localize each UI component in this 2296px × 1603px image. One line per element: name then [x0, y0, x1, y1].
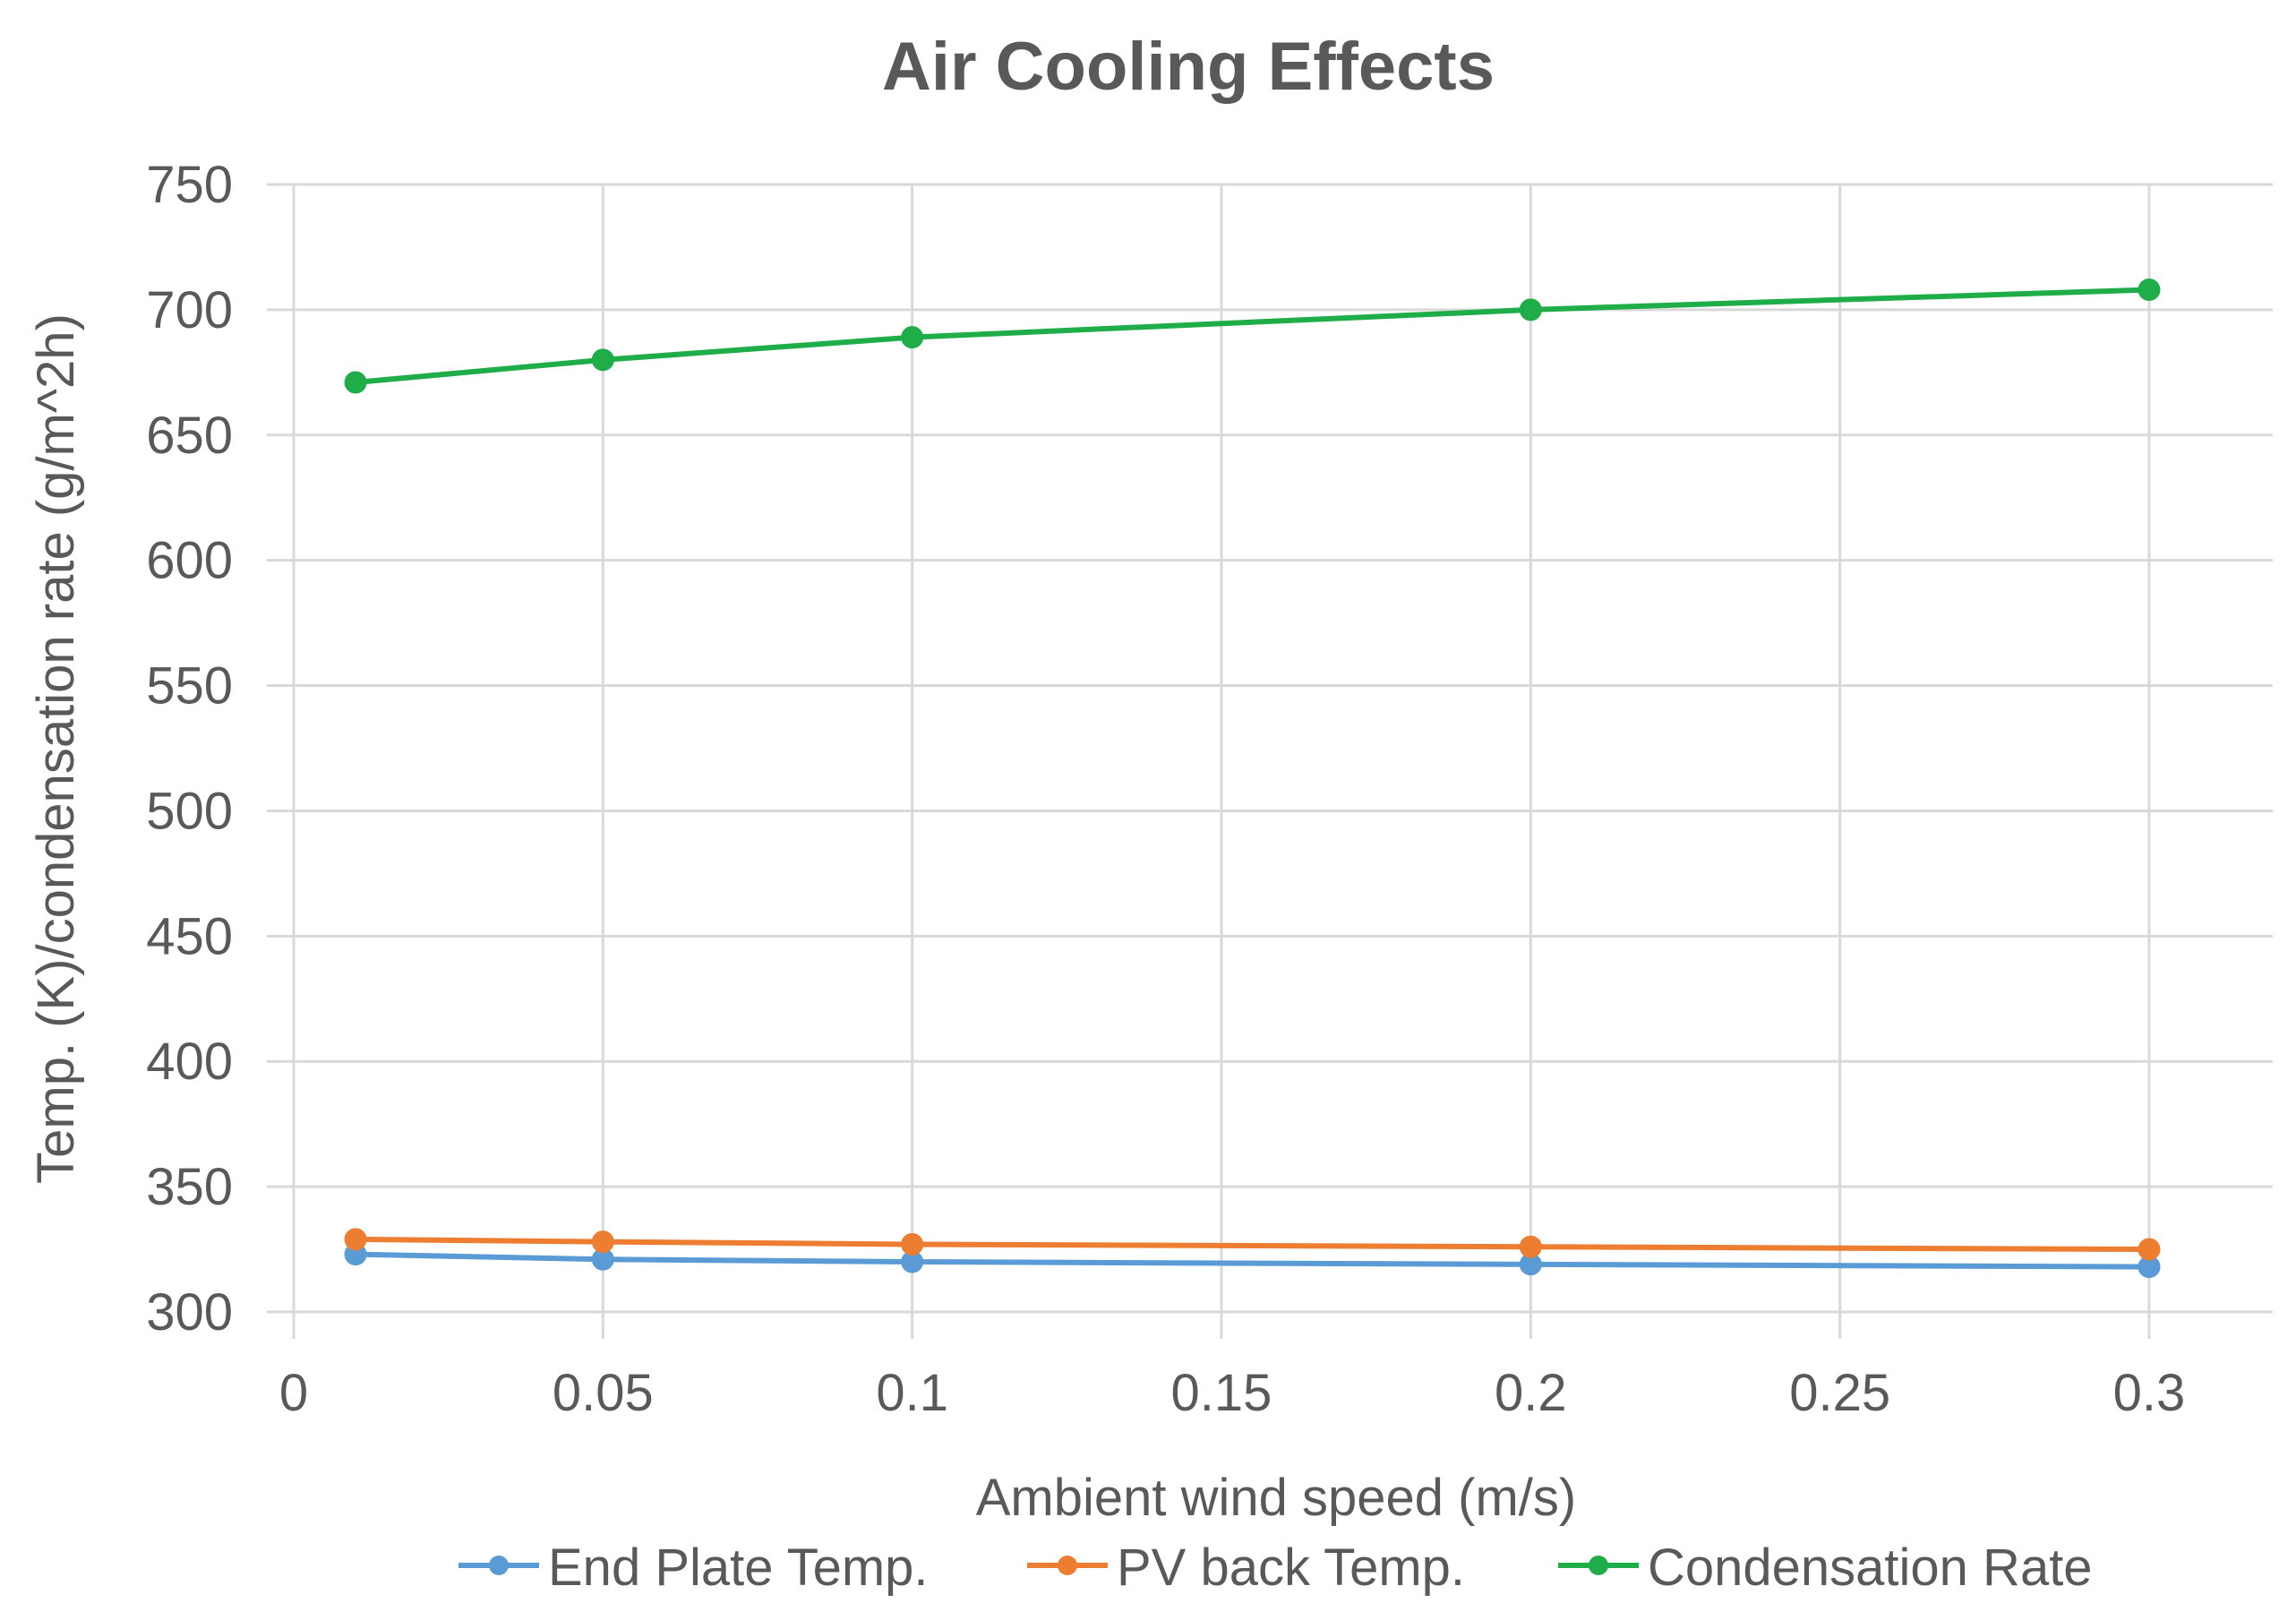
data-point	[2138, 1238, 2161, 1261]
y-tick-label: 550	[146, 657, 233, 716]
y-tick-label: 450	[146, 907, 233, 965]
legend-label: End Plate Temp.	[548, 1539, 929, 1597]
grid-layer	[267, 183, 2273, 1339]
x-tick-label: 0	[279, 1364, 308, 1422]
y-tick-label: 600	[146, 532, 233, 590]
data-point	[344, 1228, 367, 1251]
y-tick-label: 350	[146, 1158, 233, 1216]
legend: End Plate Temp. PV back Temp. Condensation…	[458, 1539, 2093, 1597]
data-point	[2138, 279, 2161, 302]
series-line	[353, 1236, 2152, 1253]
series-condensation-rate	[344, 279, 2161, 394]
tick-labels: 300 350 400 450 500 550 600 650 700 750 0 0.05 0.1 0.…	[146, 156, 2185, 1422]
y-tick-label: 700	[146, 281, 233, 339]
x-tick-label: 0.2	[1495, 1364, 1567, 1422]
legend-marker	[1058, 1556, 1077, 1575]
series-layer	[344, 279, 2161, 1279]
chart-title: Air Cooling Effects	[882, 29, 1495, 105]
x-tick-label: 0.1	[876, 1364, 948, 1422]
legend-label: Condensation Rate	[1648, 1539, 2093, 1597]
series-pv-back-temp	[344, 1228, 2161, 1261]
y-axis-label: Temp. (K)/condensation rate (g/m^2h)	[27, 313, 85, 1184]
y-tick-label: 500	[146, 782, 233, 840]
legend-item: End Plate Temp.	[458, 1539, 929, 1597]
data-point	[1519, 298, 1542, 321]
data-point	[591, 1230, 614, 1254]
data-point	[591, 348, 614, 372]
x-tick-label: 0.15	[1171, 1364, 1272, 1422]
x-tick-label: 0.25	[1789, 1364, 1890, 1422]
data-point	[901, 326, 924, 349]
legend-item: Condensation Rate	[1558, 1539, 2093, 1597]
data-point	[1519, 1235, 1542, 1258]
series-line	[353, 287, 2152, 386]
legend-item: PV back Temp.	[1027, 1539, 1465, 1597]
y-tick-label: 300	[146, 1283, 233, 1342]
y-tick-label: 400	[146, 1033, 233, 1091]
y-tick-label: 750	[146, 156, 233, 214]
legend-marker	[1589, 1556, 1608, 1575]
legend-label: PV back Temp.	[1117, 1539, 1465, 1597]
data-point	[901, 1232, 924, 1256]
series-line	[353, 1251, 2152, 1270]
legend-marker	[489, 1556, 509, 1575]
data-point	[344, 371, 367, 394]
series-end-plate-temp	[344, 1243, 2161, 1279]
x-tick-label: 0.3	[2113, 1364, 2186, 1422]
x-axis-label: Ambient wind speed (m/s)	[976, 1469, 1576, 1527]
y-tick-label: 650	[146, 407, 233, 465]
x-tick-label: 0.05	[553, 1364, 654, 1422]
